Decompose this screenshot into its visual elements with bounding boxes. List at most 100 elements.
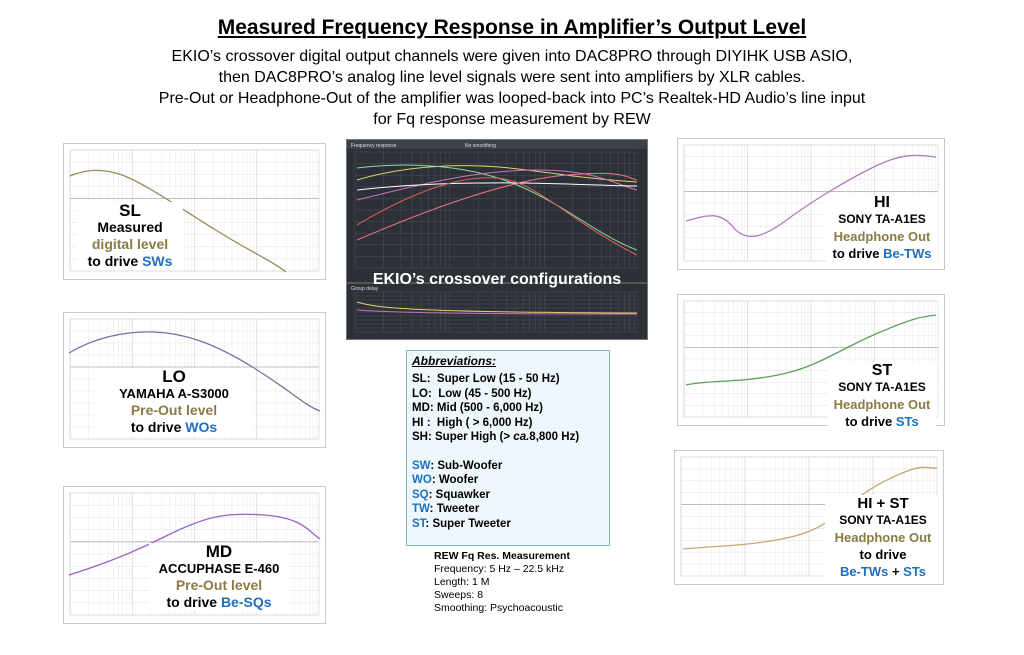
hi-st-target-b: STs	[903, 564, 927, 579]
sl-response-curve	[69, 169, 287, 273]
lo-response-panel: LO YAMAHA A-S3000 Pre-Out level to drive…	[63, 312, 326, 448]
crossover-delay-curve-2	[356, 309, 638, 315]
md-response-curve	[68, 513, 321, 576]
abbr-text: Super High (>	[435, 431, 514, 443]
md-line-2: Pre-Out level	[175, 577, 263, 593]
abbr-driver-text: : Woofer	[431, 474, 479, 486]
abbr-key: SL:	[412, 373, 431, 385]
abbr-band-hi: HI : High ( > 6,000 Hz)	[407, 416, 609, 431]
abbr-driver-st: ST: Super Tweeter	[407, 517, 609, 532]
crossover-panel: Frequency response No smoothing Group de…	[346, 139, 648, 340]
md-line-1: ACCUPHASE E-460	[158, 561, 280, 576]
rew-heading: REW Fq Res. Measurement	[434, 550, 570, 562]
abbr-driver-text: : Tweeter	[429, 503, 480, 515]
sl-line-3: to drive SWs	[77, 253, 183, 270]
crossover-curve-4	[356, 172, 638, 241]
hi-st-label: HI + ST SONY TA-A1ES Headphone Out to dr…	[825, 495, 941, 580]
hi-target: Be-TWs	[883, 246, 932, 261]
hi-st-response-panel: HI + ST SONY TA-A1ES Headphone Out to dr…	[674, 450, 944, 585]
crossover-curve-3	[356, 169, 638, 201]
crossover-caption: EKIO’s crossover configurations	[372, 271, 622, 288]
subtitle-line-2: then DAC8PRO’s analog line level signals…	[218, 69, 806, 86]
abbr-band-md: MD: Mid (500 - 6,000 Hz)	[407, 401, 609, 416]
st-response-curve	[685, 314, 937, 386]
abbreviations-heading: Abbreviations:	[412, 354, 497, 368]
abbr-key: LO:	[412, 387, 432, 400]
abbr-driver-key: TW	[412, 503, 430, 515]
sl-label: SL Measured digital level to drive SWs	[77, 202, 183, 270]
st-response-panel: ST SONY TA-A1ES Headphone Out to drive S…	[677, 294, 945, 430]
abbr-band-sh: SH: Super High (> ca.8,800 Hz)	[407, 430, 609, 445]
sl-line-1: Measured	[97, 219, 163, 235]
hi-band-name: HI	[874, 194, 890, 211]
rew-smoothing: Smoothing: Psychoacoustic	[434, 602, 563, 614]
lo-target: WOs	[185, 419, 218, 435]
abbr-band-sl: SL: Super Low (15 - 50 Hz)	[407, 372, 609, 387]
sl-line-2: digital level	[91, 236, 169, 252]
crossover-grid	[354, 151, 639, 269]
abbr-text: Super Low (15 - 50 Hz)	[436, 373, 560, 385]
abbr-italic: ca.	[513, 431, 530, 443]
st-line-2: Headphone Out	[833, 397, 931, 412]
md-response-panel: MD ACCUPHASE E-460 Pre-Out level to driv…	[63, 486, 326, 624]
crossover-curve-2	[356, 164, 638, 251]
sl-response-panel: SL Measured digital level to drive SWs	[63, 143, 326, 280]
rew-sweeps: Sweeps: 8	[434, 589, 484, 601]
lo-line-3: to drive WOs	[94, 419, 254, 436]
page-title: Measured Frequency Response in Amplifier…	[217, 16, 807, 39]
md-band-name: MD	[205, 542, 233, 561]
hi-st-line-1: SONY TA-A1ES	[839, 513, 927, 527]
hi-line-3: to drive Be-TWs	[826, 245, 938, 262]
abbr-text: High ( > 6,000 Hz)	[436, 416, 533, 429]
hi-label: HI SONY TA-A1ES Headphone Out to drive B…	[826, 194, 938, 262]
sl-band-name: SL	[119, 201, 141, 220]
lo-line-1: YAMAHA A-S3000	[119, 386, 229, 401]
abbr-key: SH:	[412, 431, 432, 443]
st-line-3: to drive STs	[828, 413, 936, 430]
crossover-plot: Frequency response No smoothing Group de…	[347, 140, 647, 333]
rew-measurement-info: REW Fq Res. Measurement Frequency: 5 Hz …	[434, 550, 570, 615]
hi-st-line-2: Headphone Out	[834, 530, 932, 545]
hi-st-line-3: to drive	[859, 547, 907, 562]
hi-response-curve	[685, 154, 937, 237]
md-target: Be-SQs	[220, 594, 272, 610]
abbr-driver-key: ST	[412, 517, 426, 530]
st-band-name: ST	[871, 362, 893, 379]
crossover-header-mid: No smoothing	[465, 143, 496, 149]
abbreviations-box: Abbreviations: SL: Super Low (15 - 50 Hz…	[406, 350, 610, 546]
md-label: MD ACCUPHASE E-460 Pre-Out level to driv…	[149, 543, 289, 611]
abbr-key: MD:	[412, 402, 434, 414]
abbr-driver-text: : Squawker	[428, 488, 490, 501]
abbr-driver-text: : Super Tweeter	[425, 517, 511, 530]
hi-line-3-prefix: to drive	[832, 246, 884, 261]
abbr-key: HI :	[412, 416, 431, 429]
hi-line-1: SONY TA-A1ES	[838, 212, 926, 226]
abbr-driver-wo: WO: Woofer	[407, 473, 609, 488]
crossover-lower-label: Group delay	[351, 286, 379, 292]
abbr-driver-key: WO	[412, 474, 432, 486]
sl-target: SWs	[142, 253, 173, 269]
abbr-text: Mid (500 - 6,000 Hz)	[436, 402, 544, 414]
hi-st-plus: +	[888, 564, 904, 579]
rew-length: Length: 1 M	[434, 576, 490, 588]
lo-line-2: Pre-Out level	[130, 402, 218, 418]
subtitle-line-4: for Fq response measurement by REW	[373, 111, 651, 128]
crossover-curve-5	[356, 182, 638, 191]
hi-st-target-a: Be-TWs	[839, 564, 889, 579]
abbr-driver-sq: SQ: Squawker	[407, 488, 609, 503]
lo-label: LO YAMAHA A-S3000 Pre-Out level to drive…	[94, 368, 254, 436]
crossover-delay-curve-1	[356, 301, 638, 314]
hi-line-2: Headphone Out	[833, 229, 931, 244]
crossover-header-left: Frequency response	[351, 143, 397, 149]
abbr-driver-text: : Sub-Woofer	[430, 459, 503, 472]
subtitle-line-1: EKIO’s crossover digital output channels…	[171, 48, 853, 65]
md-line-3: to drive Be-SQs	[149, 594, 289, 611]
abbr-text-rest: 8,800 Hz)	[529, 431, 580, 443]
md-line-3-prefix: to drive	[166, 594, 221, 610]
crossover-curve-6	[356, 177, 638, 256]
hi-st-band-name: HI + ST	[857, 495, 909, 512]
abbr-text: Low (45 - 500 Hz)	[438, 387, 532, 400]
lo-line-3-prefix: to drive	[130, 419, 186, 435]
st-line-1: SONY TA-A1ES	[838, 380, 926, 394]
hi-response-panel: HI SONY TA-A1ES Headphone Out to drive B…	[677, 138, 945, 270]
